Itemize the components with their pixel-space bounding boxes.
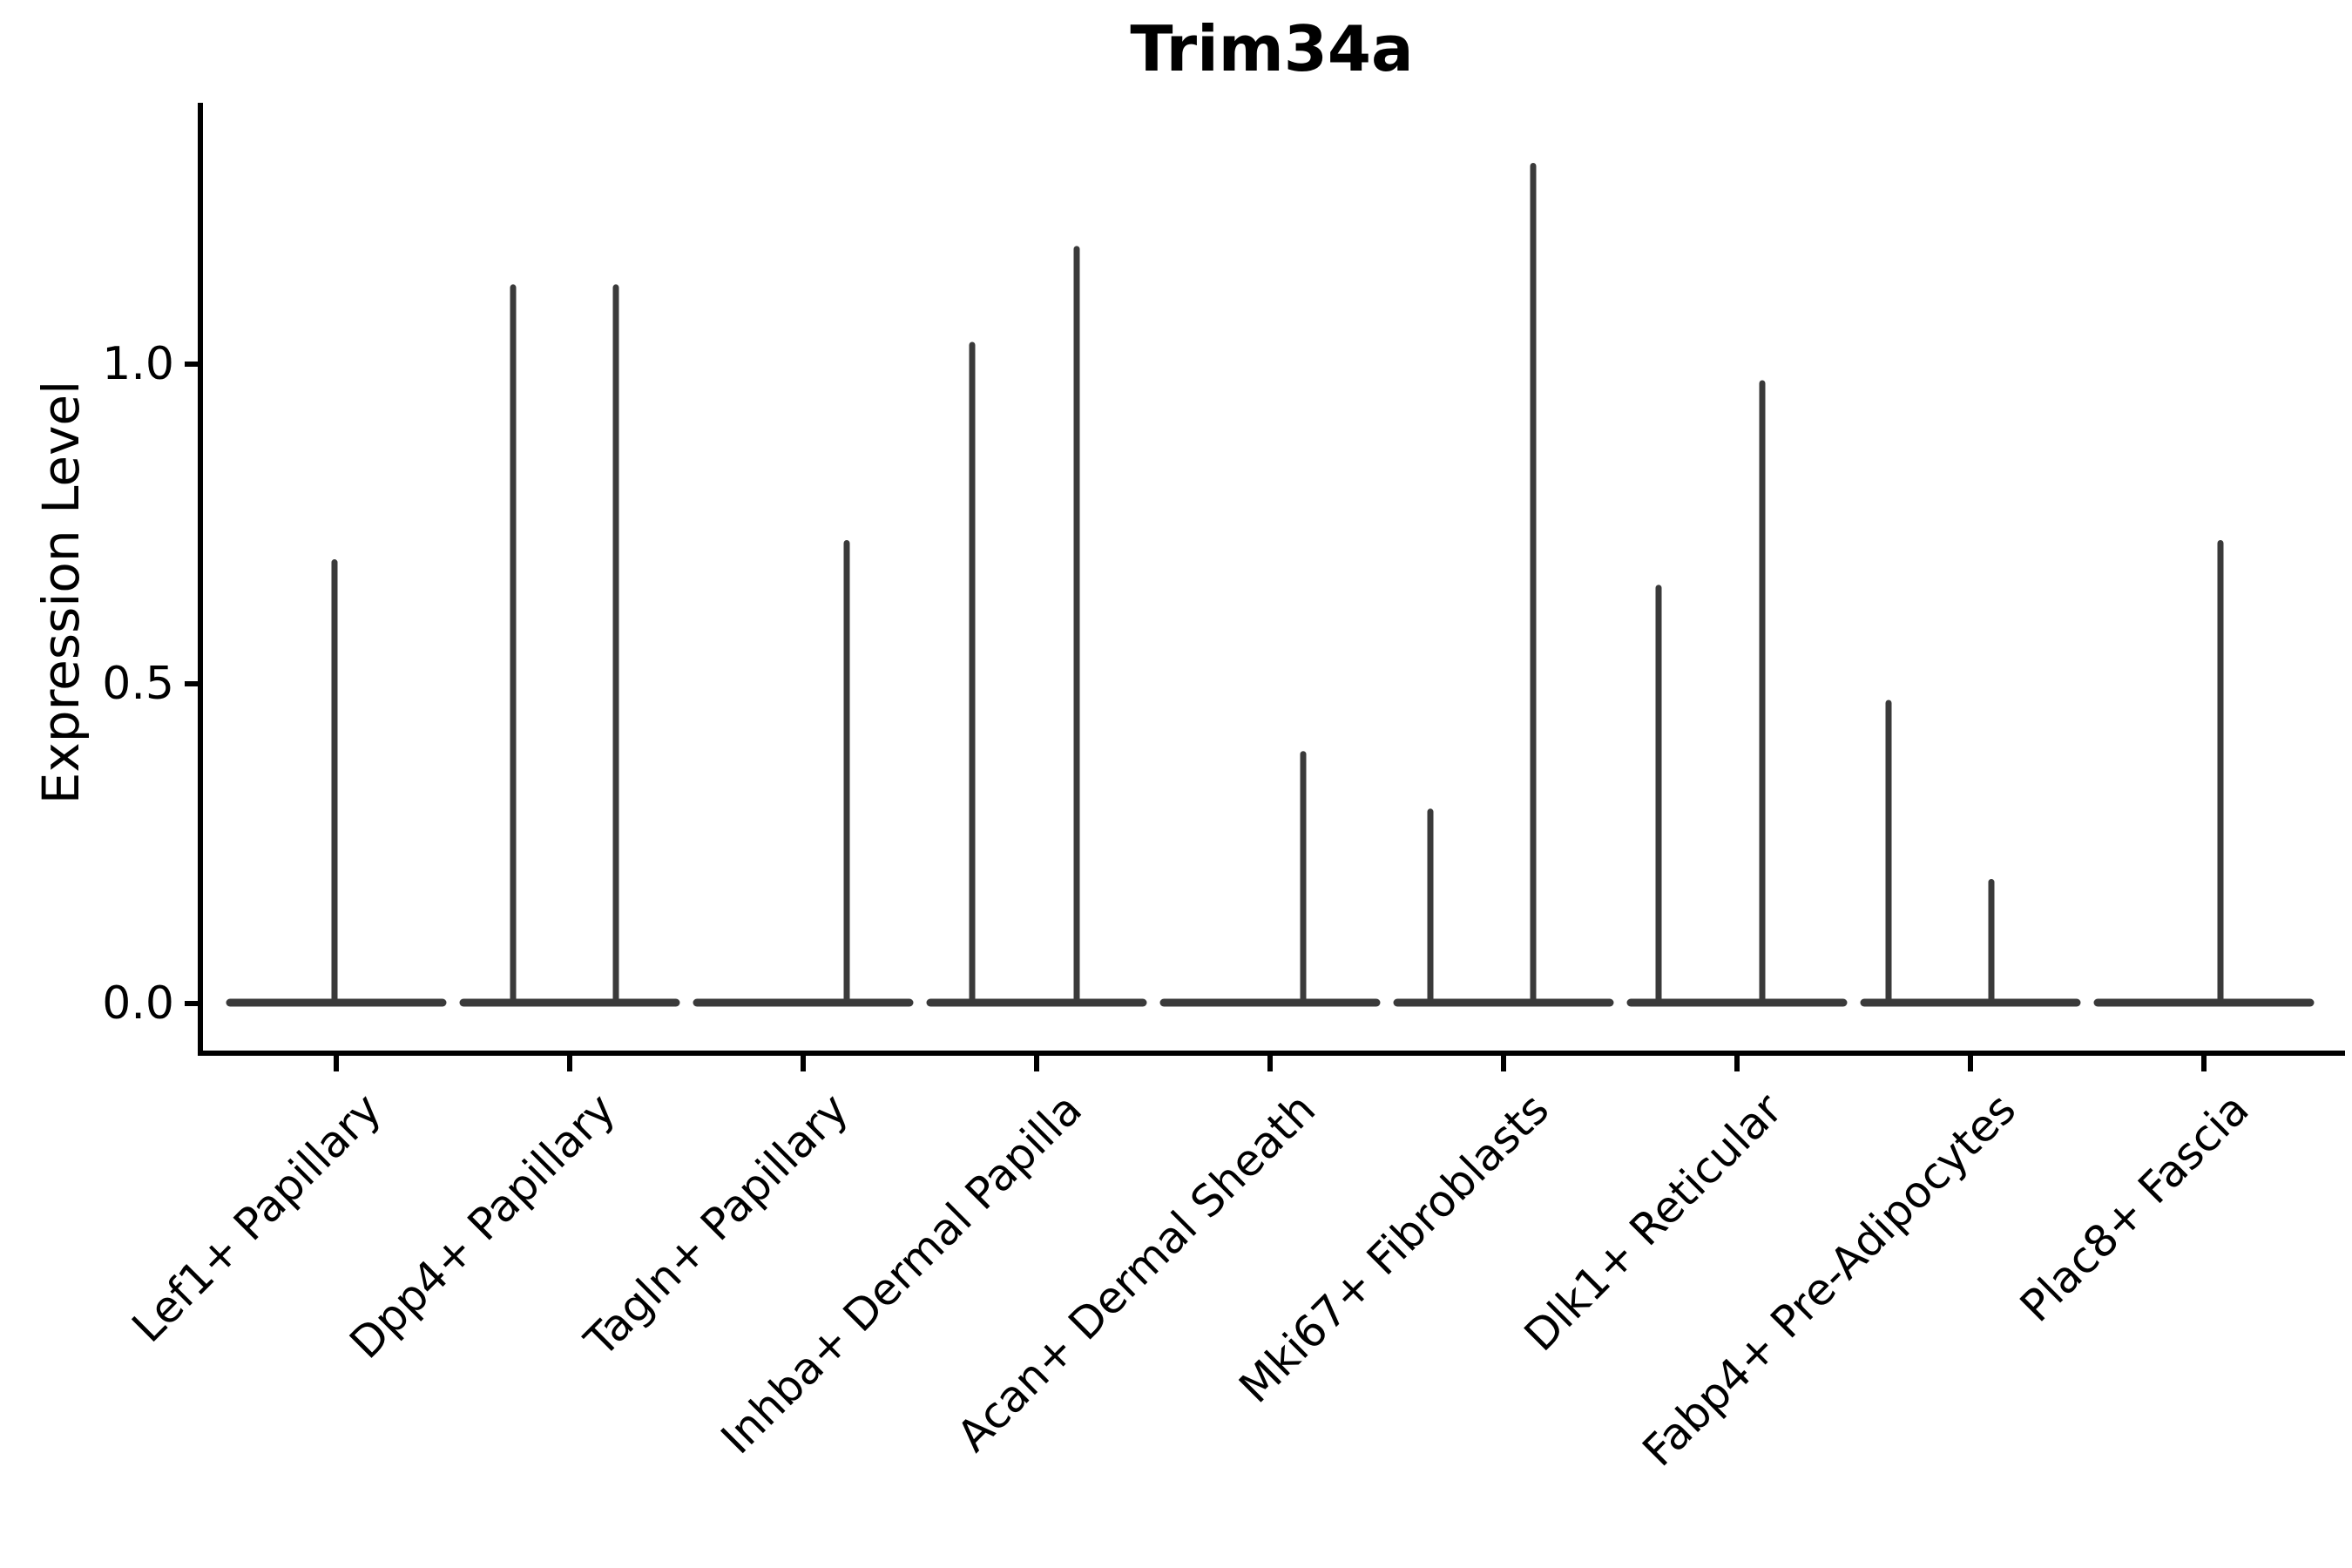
y-tick-label: 0.5: [102, 658, 174, 710]
y-axis-label: Expression Level: [31, 380, 91, 805]
y-tick-label: 1.0: [102, 338, 174, 390]
chart-title: Trim34a: [1130, 12, 1414, 85]
y-tick-label: 0.0: [102, 977, 174, 1030]
